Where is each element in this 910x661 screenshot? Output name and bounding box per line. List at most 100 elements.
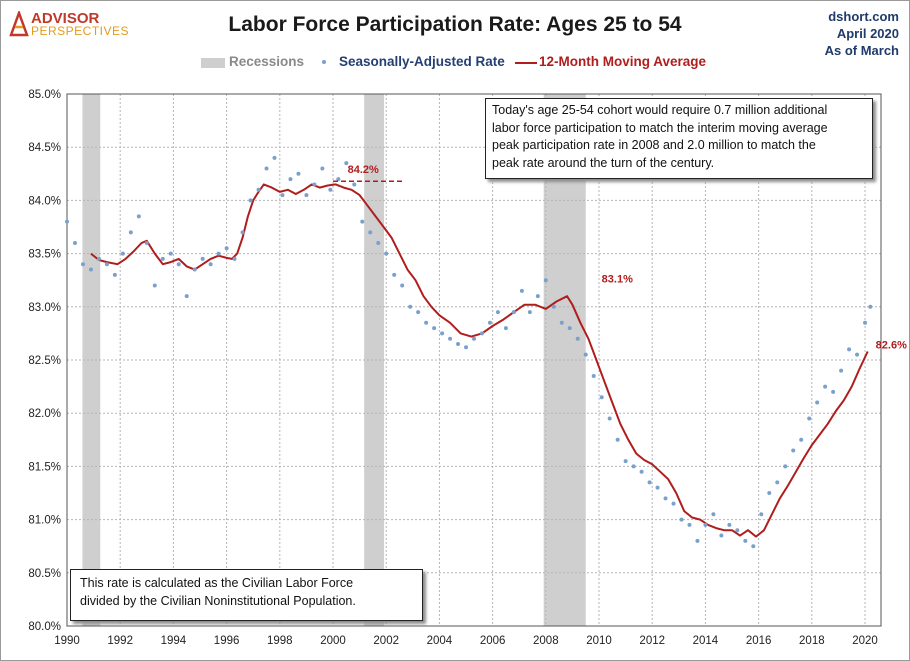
sa-rate-point xyxy=(320,166,325,171)
y-tick-label: 82.0% xyxy=(28,408,61,420)
sa-rate-point xyxy=(104,262,109,267)
latest-value-label: 82.6% xyxy=(876,339,907,351)
note-bottom-line: divided by the Civilian Noninstitutional… xyxy=(80,593,356,608)
sa-rate-point xyxy=(671,501,676,506)
y-tick-label: 83.0% xyxy=(28,302,61,314)
sa-rate-point xyxy=(783,464,788,469)
sa-rate-point xyxy=(559,320,564,325)
sa-rate-point xyxy=(791,448,796,453)
sa-rate-point xyxy=(400,283,405,288)
sa-rate-point xyxy=(160,256,165,261)
sa-rate-point xyxy=(815,400,820,405)
note-top-line: labor force participation to match the i… xyxy=(492,120,828,135)
sa-rate-point xyxy=(144,240,149,245)
sa-rate-point xyxy=(296,171,301,176)
y-tick-label: 81.0% xyxy=(28,515,61,527)
sa-rate-point xyxy=(264,166,269,171)
y-tick-label: 80.0% xyxy=(28,621,61,633)
sa-rate-point xyxy=(136,214,141,219)
sa-rate-point xyxy=(855,352,860,357)
sa-rate-point xyxy=(328,187,333,192)
x-tick-label: 2012 xyxy=(639,635,665,647)
sa-rate-point xyxy=(615,437,620,442)
sa-rate-point xyxy=(344,161,349,166)
sa-rate-point xyxy=(280,193,285,198)
sa-rate-point xyxy=(503,326,508,331)
sa-rate-point xyxy=(248,198,253,203)
y-tick-label: 82.5% xyxy=(28,355,61,367)
sa-rate-point xyxy=(631,464,636,469)
source-site: dshort.com xyxy=(828,9,899,24)
sa-rate-point xyxy=(464,345,469,350)
x-tick-label: 1996 xyxy=(214,635,240,647)
note-top-line: peak rate around the turn of the century… xyxy=(492,155,715,170)
x-tick-label: 2016 xyxy=(746,635,772,647)
legend-ma-line xyxy=(515,62,537,64)
y-tick-label: 85.0% xyxy=(28,89,61,101)
sa-rate-point xyxy=(112,272,117,277)
logo-line1: ADVISOR xyxy=(31,10,100,27)
sa-rate-point xyxy=(775,480,780,485)
sa-rate-point xyxy=(639,469,644,474)
sa-rate-point xyxy=(823,384,828,389)
x-tick-label: 1998 xyxy=(267,635,293,647)
sa-rate-point xyxy=(759,512,764,517)
source-date: April 2020 xyxy=(836,26,899,41)
sa-rate-point xyxy=(368,230,373,235)
x-tick-label: 2020 xyxy=(852,635,878,647)
sa-rate-point xyxy=(711,512,716,517)
sa-rate-point xyxy=(543,278,548,283)
legend-sa-label: Seasonally-Adjusted Rate xyxy=(339,54,505,69)
logo-line2: PERSPECTIVES xyxy=(31,24,130,38)
sa-rate-point xyxy=(847,347,852,352)
x-tick-label: 2000 xyxy=(320,635,346,647)
chart-title: Labor Force Participation Rate: Ages 25 … xyxy=(228,13,682,36)
sa-rate-point xyxy=(288,177,293,182)
plot-border xyxy=(66,93,882,627)
sa-rate-point xyxy=(432,326,437,331)
source-asof: As of March xyxy=(824,43,899,58)
sa-rate-point xyxy=(495,310,500,315)
y-tick-label: 83.5% xyxy=(28,249,61,261)
sa-rate-point xyxy=(96,256,101,261)
note-box-bottom: This rate is calculated as the Civilian … xyxy=(70,569,423,621)
sa-rate-point xyxy=(384,251,389,256)
sa-rate-point xyxy=(831,389,836,394)
sa-rate-point xyxy=(719,533,724,538)
y-tick-label: 84.0% xyxy=(28,195,61,207)
sa-rate-point xyxy=(535,294,540,299)
sa-rate-point xyxy=(168,251,173,256)
sa-rate-point xyxy=(735,528,740,533)
sa-rate-point xyxy=(868,304,873,309)
sa-rate-point xyxy=(216,251,221,256)
peak-2000-label: 84.2% xyxy=(348,164,379,176)
sa-rate-point xyxy=(152,283,157,288)
y-tick-label: 84.5% xyxy=(28,142,61,154)
sa-rate-point xyxy=(487,320,492,325)
x-tick-label: 2006 xyxy=(480,635,506,647)
sa-rate-point xyxy=(703,522,708,527)
note-top-line: peak participation rate in 2008 and 2.0 … xyxy=(492,138,816,152)
source-info: dshort.com April 2020 As of March xyxy=(825,8,899,59)
note-box-top: Today's age 25-54 cohort would require 0… xyxy=(485,98,873,179)
sa-rate-point xyxy=(120,251,125,256)
sa-rate-point xyxy=(472,336,476,341)
sa-rate-point xyxy=(352,182,357,187)
sa-rate-point xyxy=(599,395,604,400)
legend-recession-swatch xyxy=(201,58,225,68)
x-tick-label: 2014 xyxy=(693,635,719,647)
legend-ma-label: 12-Month Moving Average xyxy=(539,54,707,69)
sa-rate-point xyxy=(200,256,205,261)
sa-rate-point xyxy=(424,320,429,325)
sa-rate-point xyxy=(440,331,445,336)
sa-rate-point xyxy=(863,320,868,325)
note-bottom-line: This rate is calculated as the Civilian … xyxy=(80,576,354,590)
sa-rate-point xyxy=(575,336,580,341)
sa-rate-point xyxy=(727,522,732,527)
x-tick-label: 1994 xyxy=(161,635,187,647)
sa-rate-point xyxy=(65,219,69,224)
sa-rate-point xyxy=(679,517,684,522)
sa-rate-point xyxy=(743,538,748,543)
moving-average-line xyxy=(90,183,869,538)
sa-rate-point xyxy=(176,262,181,267)
